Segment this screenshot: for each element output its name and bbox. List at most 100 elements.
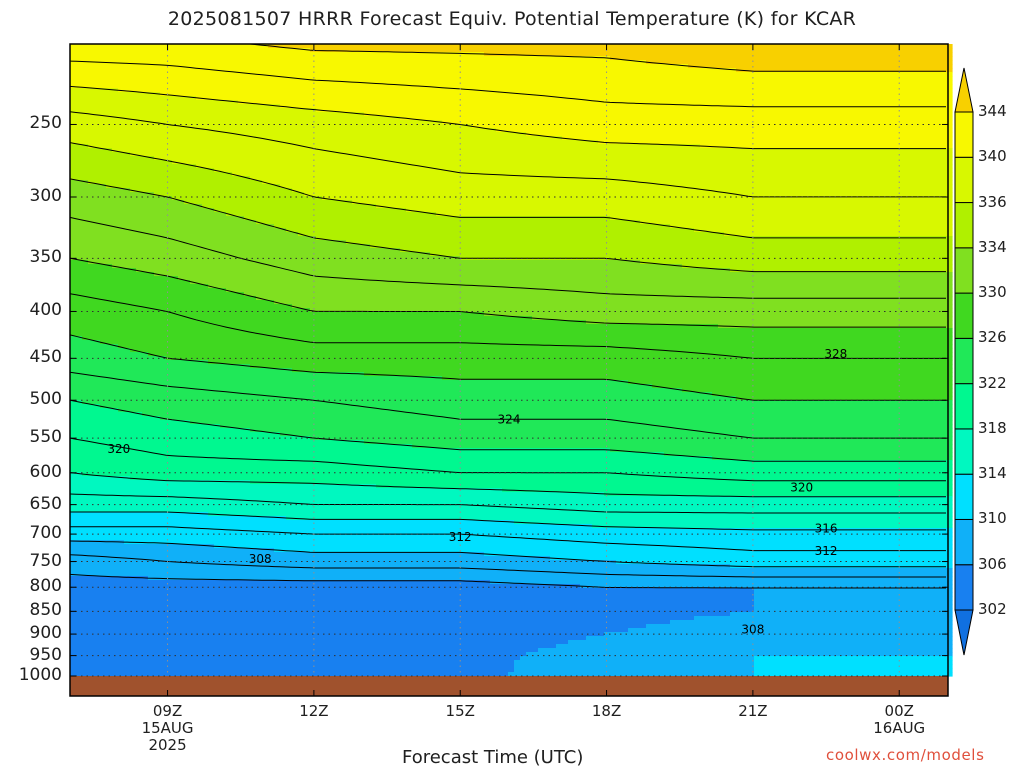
field-cell [616, 48, 623, 53]
field-cell [856, 96, 863, 101]
field-cell [802, 68, 809, 73]
field-cell [160, 48, 167, 53]
field-cell [784, 76, 791, 81]
field-cell [460, 156, 467, 161]
field-cell [130, 72, 137, 77]
field-cell [514, 176, 521, 181]
field-cell [190, 156, 197, 161]
field-cell [694, 120, 701, 125]
field-cell [532, 72, 539, 77]
field-cell [772, 164, 779, 169]
field-cell [742, 72, 749, 77]
field-cell [412, 176, 419, 181]
field-cell [838, 48, 845, 53]
field-cell [112, 80, 119, 85]
field-cell [256, 148, 263, 153]
field-cell [286, 164, 293, 169]
field-cell [304, 60, 311, 65]
field-cell [886, 160, 893, 165]
field-cell [574, 60, 581, 65]
field-cell [262, 108, 269, 113]
field-cell [760, 96, 767, 101]
field-cell [808, 80, 815, 85]
field-cell [784, 176, 791, 181]
field-cell [628, 172, 635, 177]
field-cell [250, 84, 257, 89]
field-cell [580, 52, 587, 57]
field-cell [304, 168, 311, 173]
field-cell [520, 48, 527, 53]
field-cell [298, 96, 305, 101]
field-cell [934, 140, 941, 145]
field-cell [424, 132, 431, 137]
field-cell [574, 100, 581, 105]
field-cell [412, 156, 419, 161]
field-cell [244, 128, 251, 133]
field-cell [820, 88, 827, 93]
field-cell [394, 152, 401, 157]
field-cell [538, 76, 545, 81]
field-cell [826, 72, 833, 77]
field-cell [556, 108, 563, 113]
field-cell [634, 48, 641, 53]
field-cell [70, 72, 77, 77]
field-cell [730, 120, 737, 125]
field-cell [412, 112, 419, 117]
field-cell [322, 92, 329, 97]
field-cell [910, 132, 917, 137]
field-cell [232, 92, 239, 97]
field-cell [904, 64, 911, 69]
field-cell [484, 160, 491, 165]
field-cell [910, 168, 917, 173]
field-cell [130, 52, 137, 57]
field-cell [916, 52, 923, 57]
field-cell [184, 72, 191, 77]
field-cell [922, 156, 929, 161]
field-cell [718, 72, 725, 77]
field-cell [454, 104, 461, 109]
field-cell [772, 132, 779, 137]
field-cell [688, 48, 695, 53]
field-cell [718, 56, 725, 61]
field-cell [460, 120, 467, 125]
field-cell [940, 132, 947, 137]
field-cell [784, 156, 791, 161]
field-cell [172, 144, 179, 149]
field-cell [658, 176, 665, 181]
field-cell [118, 68, 125, 73]
field-cell [898, 128, 905, 133]
field-cell [508, 112, 515, 117]
field-cell [100, 104, 107, 109]
field-cell [226, 72, 233, 77]
field-cell [280, 152, 287, 157]
field-cell [718, 164, 725, 169]
field-cell [82, 160, 89, 165]
field-cell [838, 128, 845, 133]
field-cell [946, 80, 953, 85]
field-cell [196, 136, 203, 141]
field-cell [592, 108, 599, 113]
field-cell [142, 108, 149, 113]
field-cell [226, 152, 233, 157]
field-cell [916, 72, 923, 77]
field-cell [316, 172, 323, 177]
field-cell [742, 100, 749, 105]
field-cell [598, 148, 605, 153]
field-cell [496, 76, 503, 81]
field-cell [814, 160, 821, 165]
field-cell [772, 76, 779, 81]
field-cell [790, 100, 797, 105]
field-cell [826, 172, 833, 177]
field-cell [148, 116, 155, 121]
field-cell [532, 68, 539, 73]
field-cell [742, 168, 749, 173]
field-cell [190, 140, 197, 145]
field-cell [694, 72, 701, 77]
field-cell [892, 116, 899, 121]
field-cell [922, 144, 929, 149]
field-cell [364, 152, 371, 157]
field-cell [946, 136, 953, 141]
field-cell [790, 112, 797, 117]
field-cell [754, 56, 761, 61]
field-cell [538, 144, 545, 149]
